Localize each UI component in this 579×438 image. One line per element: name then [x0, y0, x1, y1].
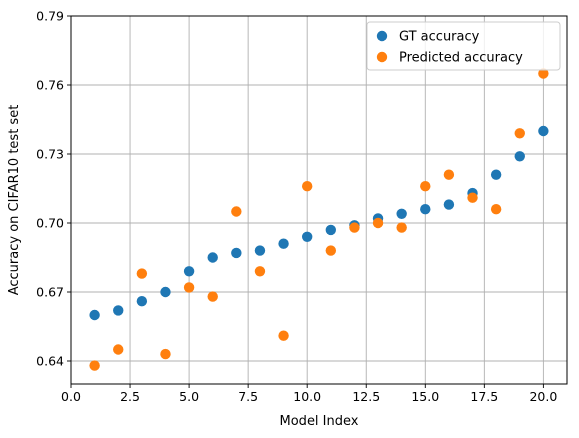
x-tick-label: 10.0 [293, 389, 321, 404]
legend-label-gt: GT accuracy [399, 30, 480, 45]
predicted-accuracy-point [538, 68, 549, 79]
gt-accuracy-point [113, 305, 124, 316]
gt-accuracy-point [514, 151, 525, 162]
legend-marker-predicted [376, 51, 388, 63]
y-tick-label: 0.67 [36, 285, 64, 300]
y-tick-label: 0.76 [36, 78, 64, 93]
predicted-accuracy-point [443, 169, 455, 180]
predicted-accuracy-point [207, 291, 218, 302]
plot-frame [70, 15, 568, 385]
gt-accuracy-point [420, 204, 431, 215]
predicted-accuracy-point [420, 181, 431, 192]
gt-accuracy-point [183, 266, 195, 277]
predicted-accuracy-point [136, 268, 148, 279]
x-tick-label: 15.0 [411, 389, 439, 404]
y-tick-label: 0.64 [36, 354, 64, 369]
predicted-accuracy-point [301, 181, 313, 192]
x-tick-label: 17.5 [470, 389, 498, 404]
x-tick-label: 5.0 [179, 389, 199, 404]
predicted-accuracy-point [254, 266, 266, 277]
legend: GT accuracy Predicted accuracy [366, 21, 561, 71]
legend-marker-gt [376, 30, 388, 42]
gt-accuracy-point [278, 238, 289, 249]
data-points [89, 68, 549, 371]
gt-accuracy-point [160, 286, 171, 298]
predicted-accuracy-point [514, 128, 525, 139]
gt-accuracy-point [254, 245, 266, 256]
predicted-accuracy-point [349, 222, 360, 233]
grid [70, 15, 567, 384]
y-tick-label: 0.70 [36, 216, 64, 231]
gt-accuracy-point [396, 208, 407, 219]
predicted-accuracy-point [278, 330, 289, 341]
y-tick-label: 0.79 [36, 9, 64, 24]
predicted-accuracy-point [467, 192, 478, 203]
x-tick-label: 0.0 [61, 389, 81, 404]
predicted-accuracy-point [160, 348, 171, 360]
x-tick-label: 20.0 [529, 389, 557, 404]
predicted-accuracy-point [372, 217, 384, 229]
predicted-accuracy-point [490, 204, 502, 215]
x-tick-label: 2.5 [120, 389, 140, 404]
gt-accuracy-point [325, 224, 337, 236]
predicted-accuracy-point [113, 344, 124, 355]
y-axis-ticks: 0.64 0.67 0.70 0.73 0.76 0.79 [36, 9, 71, 369]
legend-box [366, 21, 561, 71]
gt-accuracy-point [443, 199, 455, 210]
x-axis-label: Model Index [280, 414, 359, 429]
predicted-accuracy-point [396, 222, 407, 233]
predicted-accuracy-point [325, 245, 337, 256]
x-axis-ticks: 0.0 2.5 5.0 7.5 10.0 12.5 15.0 17.5 20.0 [61, 384, 557, 404]
y-tick-label: 0.73 [36, 147, 64, 162]
gt-accuracy-point [136, 296, 148, 307]
gt-accuracy-point [207, 252, 218, 263]
predicted-accuracy-point [183, 282, 195, 293]
legend-label-predicted: Predicted accuracy [399, 51, 523, 66]
predicted-accuracy-point [231, 206, 242, 217]
x-tick-label: 12.5 [352, 389, 380, 404]
gt-accuracy-point [538, 125, 549, 137]
gt-accuracy-point [89, 309, 100, 321]
gt-accuracy-point [301, 231, 313, 242]
gt-accuracy-point [231, 247, 242, 259]
x-tick-label: 7.5 [238, 389, 258, 404]
gt-accuracy-point [490, 169, 502, 180]
y-axis-label: Accuracy on CIFAR10 test set [7, 105, 22, 296]
predicted-accuracy-point [89, 360, 100, 371]
